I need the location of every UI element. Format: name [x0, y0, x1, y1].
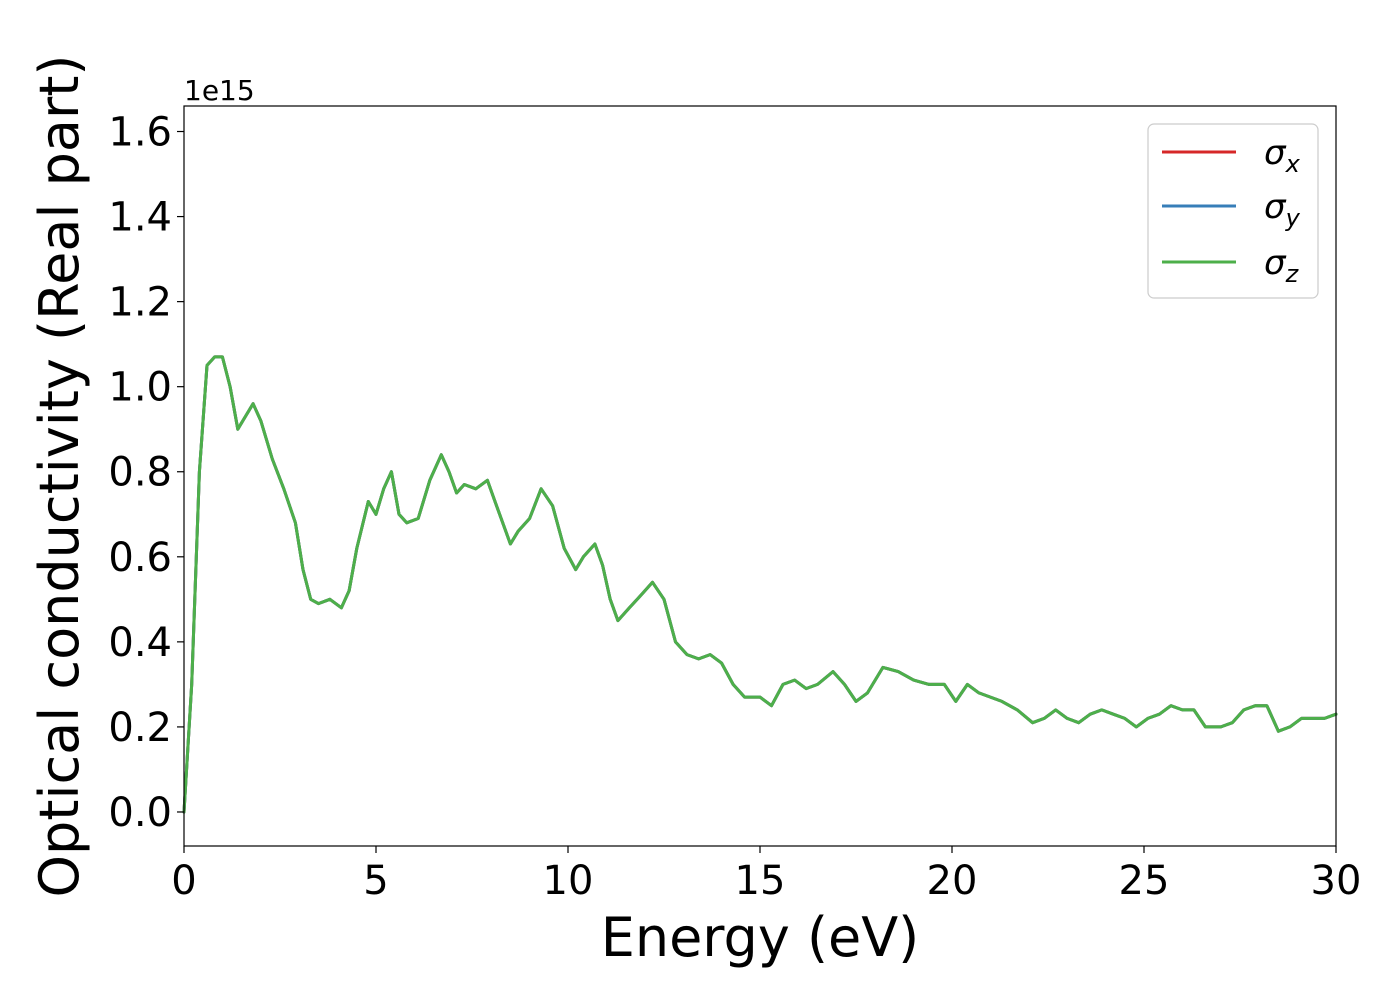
- x-tick-label: 30: [1311, 858, 1362, 904]
- legend-label-0: σx: [1264, 133, 1301, 178]
- y-tick-label: 0.4: [108, 620, 172, 666]
- x-tick-label: 15: [735, 858, 786, 904]
- x-tick-label: 20: [927, 858, 978, 904]
- y-axis-title: Optical conductivity (Real part): [28, 55, 91, 898]
- y-tick-label: 0.2: [108, 705, 172, 751]
- y-tick-label: 1.0: [108, 365, 172, 411]
- y-tick-label: 1.6: [108, 110, 172, 156]
- y-tick-label: 1.4: [108, 195, 172, 241]
- legend-label-2: σz: [1264, 243, 1300, 288]
- legend-label-1: σy: [1264, 187, 1301, 232]
- series-layer: [182, 355, 1338, 814]
- x-tick-label: 5: [363, 858, 388, 904]
- series-line-2: [182, 355, 1338, 814]
- x-tick-label: 10: [543, 858, 594, 904]
- y-tick-label: 1.2: [108, 280, 172, 326]
- series-line-0: [182, 355, 1338, 814]
- legend-frame: [1147, 123, 1319, 299]
- x-tick-label: 0: [171, 858, 196, 904]
- x-axis-title: Energy (eV): [601, 906, 920, 969]
- series-line-1: [182, 355, 1338, 814]
- x-axis-ticks: 0 5 10 15 20 25 30: [171, 846, 1361, 904]
- legend: σx σy σz: [1147, 123, 1319, 299]
- y-axis-ticks: 0.0 0.2 0.4 0.6 0.8 1.0 1.2 1.4 1.6: [108, 110, 184, 836]
- x-tick-label: 25: [1119, 858, 1170, 904]
- y-offset-text: 1e15: [184, 74, 255, 107]
- legend-items: σx σy σz: [1162, 133, 1301, 288]
- y-tick-label: 0.6: [108, 535, 172, 581]
- y-tick-label: 0.8: [108, 450, 172, 496]
- y-tick-label: 0.0: [108, 790, 172, 836]
